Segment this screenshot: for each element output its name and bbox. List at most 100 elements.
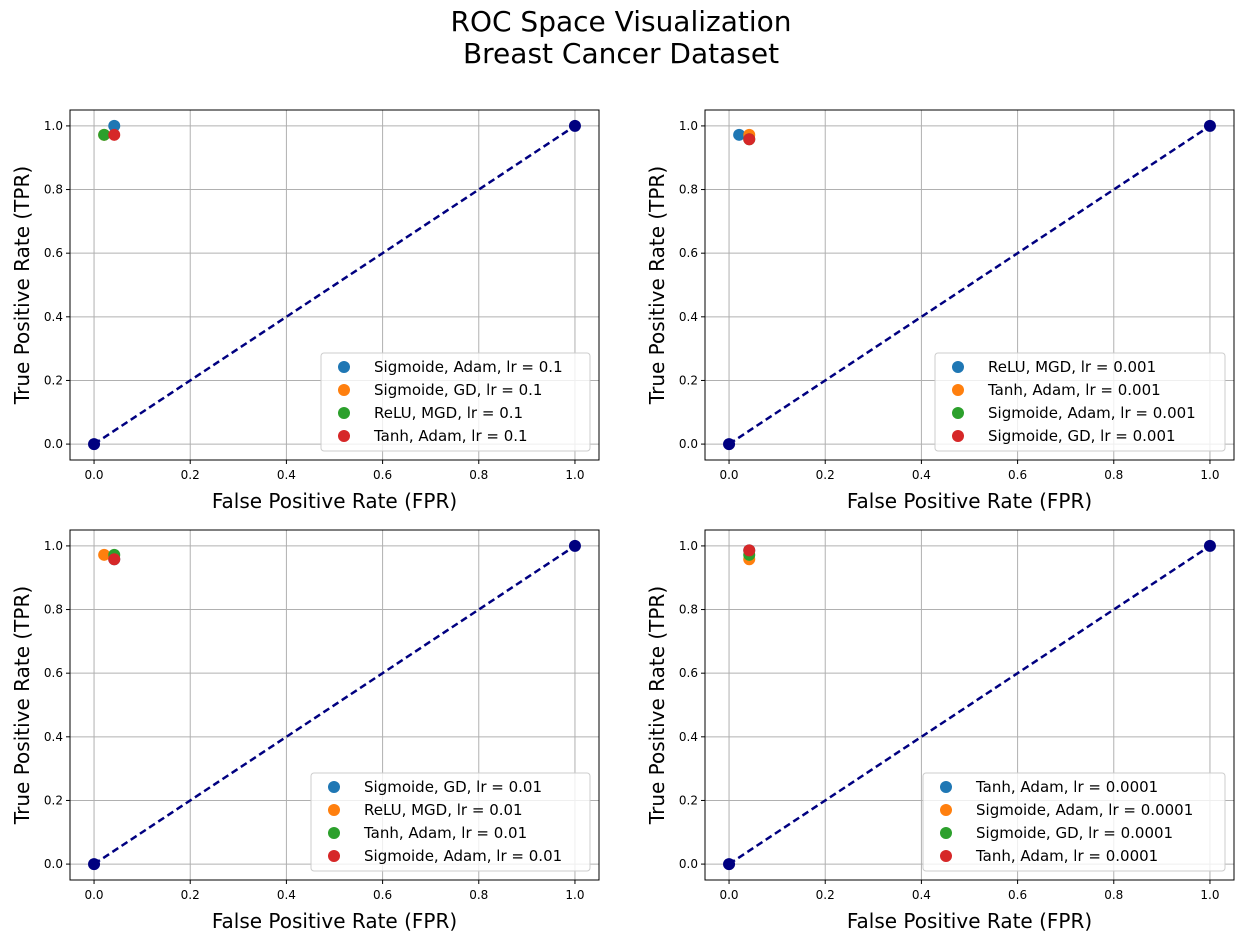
legend-marker (940, 850, 952, 862)
x-axis-label: False Positive Rate (FPR) (212, 909, 457, 933)
y-tick-label: 0.2 (44, 793, 63, 807)
legend-marker (338, 430, 350, 442)
subplot-2: 0.0 0.2 0.4 0.6 0.8 1.0 0.0 0.2 0.4 0.6 0.8 1.0 Fals… (645, 109, 1235, 513)
legend-marker (940, 804, 952, 816)
x-tick-label: 0.8 (469, 888, 488, 902)
scatter-point (98, 128, 111, 141)
y-axis-label: True Positive Rate (TPR) (645, 166, 669, 405)
figure-title-line-1: ROC Space Visualization (450, 5, 792, 38)
x-tick-label: 0.8 (1104, 468, 1123, 482)
scatter-point (98, 548, 111, 561)
x-tick-label: 0.6 (1008, 888, 1027, 902)
y-tick-label: 0.4 (44, 310, 63, 324)
y-tick-label: 0.6 (44, 246, 63, 260)
x-tick-label: 0.6 (1008, 468, 1027, 482)
x-tick-label: 0.0 (84, 888, 103, 902)
legend-marker (952, 430, 964, 442)
legend-marker (328, 850, 340, 862)
figure-title: ROC Space Visualization Breast Cancer Da… (0, 6, 1242, 70)
y-tick-label: 1.0 (44, 539, 63, 553)
subplot-1: 0.0 0.2 0.4 0.6 0.8 1.0 0.0 0.2 0.4 0.6 0.8 1.0 Fals… (10, 109, 600, 513)
x-tick-label: 1.0 (565, 888, 584, 902)
diagonal-line (93, 124, 576, 446)
legend: Sigmoide, Adam, lr = 0.1 Sigmoide, GD, lr… (320, 352, 591, 452)
y-tick-label: 0.4 (679, 730, 698, 744)
y-tick-label: 1.0 (44, 119, 63, 133)
x-tick-label: 0.2 (181, 888, 200, 902)
y-tick-label: 0.8 (44, 183, 63, 197)
x-axis-label: False Positive Rate (FPR) (847, 909, 1092, 933)
legend-marker (338, 361, 350, 373)
y-tick-label: 0.4 (679, 310, 698, 324)
y-tick-label: 0.0 (679, 857, 698, 871)
legend-marker (328, 827, 340, 839)
legend: Sigmoide, GD, lr = 0.01 ReLU, MGD, lr = 0… (310, 772, 591, 872)
subplot-3: 0.0 0.2 0.4 0.6 0.8 1.0 0.0 0.2 0.4 0.6 0.8 1.0 Fals… (10, 529, 600, 933)
legend-label: ReLU, MGD, lr = 0.001 (988, 358, 1156, 376)
y-axis-label: True Positive Rate (TPR) (10, 586, 34, 825)
x-tick-label: 0.0 (84, 468, 103, 482)
legend-box (922, 772, 1226, 872)
y-axis-label: True Positive Rate (TPR) (10, 166, 34, 405)
y-tick-label: 0.8 (679, 603, 698, 617)
axes-frame (704, 529, 1235, 881)
legend-label: ReLU, MGD, lr = 0.01 (364, 801, 523, 819)
y-tick-label: 0.8 (44, 603, 63, 617)
x-tick-label: 0.2 (816, 888, 835, 902)
y-tick-label: 0.2 (44, 373, 63, 387)
x-axis-label: False Positive Rate (FPR) (847, 489, 1092, 513)
y-tick-label: 1.0 (679, 539, 698, 553)
legend-label: ReLU, MGD, lr = 0.1 (374, 404, 523, 422)
axes-frame (69, 109, 600, 461)
y-tick-label: 0.0 (679, 437, 698, 451)
x-tick-label: 0.8 (1104, 888, 1123, 902)
legend-marker (338, 407, 350, 419)
y-tick-label: 0.4 (44, 730, 63, 744)
scatter-point (733, 128, 746, 141)
diagonal-endpoint (723, 438, 736, 451)
legend-label: Tanh, Adam, lr = 0.0001 (975, 778, 1158, 796)
legend: ReLU, MGD, lr = 0.001 Tanh, Adam, lr = 0.… (934, 352, 1226, 452)
diagonal-endpoint (88, 438, 101, 451)
legend-label: Tanh, Adam, lr = 0.1 (373, 427, 528, 445)
scatter-point (108, 119, 121, 132)
x-tick-label: 0.4 (277, 888, 296, 902)
scatter-point (108, 553, 121, 566)
figure-title-line-2: Breast Cancer Dataset (462, 37, 780, 70)
diagonal-line (728, 124, 1211, 446)
legend-label: Sigmoide, Adam, lr = 0.0001 (976, 801, 1193, 819)
legend-label: Sigmoide, Adam, lr = 0.001 (988, 404, 1196, 422)
diagonal-line (728, 544, 1211, 866)
x-tick-label: 0.8 (469, 468, 488, 482)
legend-marker (328, 781, 340, 793)
axes-frame (704, 109, 1235, 461)
x-tick-label: 0.2 (181, 468, 200, 482)
legend-box (320, 352, 591, 452)
legend-marker (952, 384, 964, 396)
x-tick-label: 0.0 (719, 888, 738, 902)
y-tick-label: 0.6 (44, 666, 63, 680)
diagonal-endpoint (1203, 539, 1216, 552)
legend-label: Sigmoide, GD, lr = 0.0001 (976, 824, 1173, 842)
y-tick-label: 0.0 (44, 437, 63, 451)
scatter-point (108, 128, 121, 141)
x-tick-label: 1.0 (1200, 888, 1219, 902)
y-tick-label: 0.8 (679, 183, 698, 197)
legend-marker (952, 361, 964, 373)
diagonal-endpoint (568, 119, 581, 132)
x-tick-label: 0.0 (719, 468, 738, 482)
x-tick-label: 0.4 (277, 468, 296, 482)
legend-box (934, 352, 1226, 452)
diagonal-line (93, 544, 576, 866)
diagonal-endpoint (1203, 119, 1216, 132)
legend-label: Tanh, Adam, lr = 0.0001 (975, 847, 1158, 865)
y-tick-label: 0.6 (679, 246, 698, 260)
axes-frame (69, 529, 600, 881)
legend-label: Sigmoide, GD, lr = 0.1 (374, 381, 542, 399)
y-tick-label: 0.2 (679, 373, 698, 387)
x-tick-label: 1.0 (565, 468, 584, 482)
scatter-point (743, 544, 756, 557)
x-axis-label: False Positive Rate (FPR) (212, 489, 457, 513)
legend-label: Sigmoide, GD, lr = 0.001 (988, 427, 1176, 445)
